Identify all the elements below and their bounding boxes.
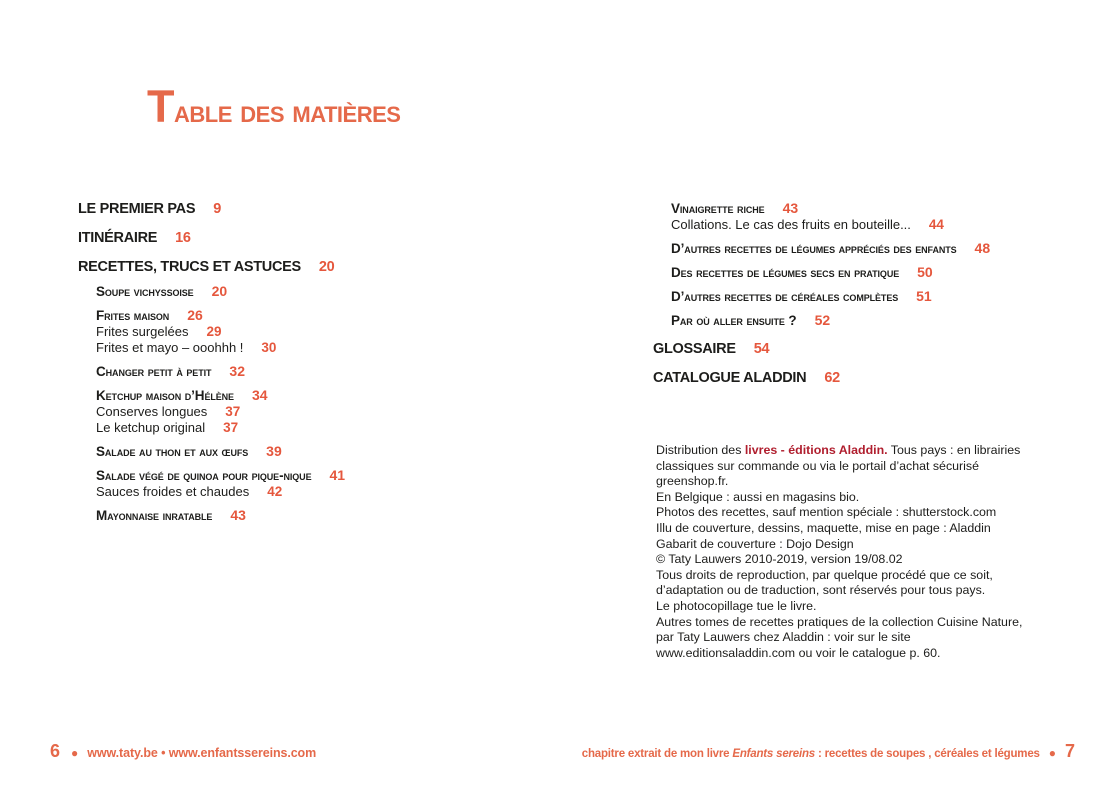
toc-entry: Soupe vichyssoise 20 (96, 283, 638, 300)
toc-entry-page: 37 (225, 404, 241, 419)
colophon-distribution: Distribution des livres - éditions Aladd… (656, 443, 1041, 490)
toc-entry-page: 43 (782, 200, 799, 216)
toc-entry: Des recettes de légumes secs en pratique… (671, 264, 1093, 281)
footer-caption-prefix: chapitre extrait de mon livre (581, 748, 733, 760)
footer-caption: chapitre extrait de mon livre Enfants se… (582, 748, 1040, 760)
toc-entry: D’autres recettes de céréales complètes 5… (671, 288, 1093, 305)
toc-entry-label: Changer petit à petit (96, 364, 212, 379)
toc-entry-label: LE PREMIER PAS (78, 201, 196, 217)
toc-entry-label: Soupe vichyssoise (96, 284, 194, 299)
page-marker-dot-icon: ● (1048, 746, 1056, 760)
toc-entry-label: Frites et mayo – ooohhh ! (96, 340, 244, 355)
toc-entry: CATALOGUE ALADDIN 62 (653, 369, 1093, 387)
toc-entry-page: 42 (267, 484, 283, 499)
footer-websites: www.taty.be • www.enfantssereins.com (87, 746, 317, 760)
toc-entry-label: Frites surgelées (96, 324, 189, 339)
footer-left: 6 ● www.taty.be • www.enfantssereins.com (50, 741, 316, 762)
toc-entry-page: 39 (266, 443, 282, 459)
toc-entry-page: 37 (223, 420, 239, 435)
toc-entry-page: 44 (928, 217, 944, 232)
toc-column-right: Vinaigrette riche 43 Collations. Le cas d… (653, 200, 1093, 387)
toc-entry: Changer petit à petit 32 (96, 363, 638, 380)
colophon-distribution-prefix: Distribution des (656, 443, 745, 457)
toc-entry-label: ITINÉRAIRE (78, 230, 158, 246)
toc-entry-label: Ketchup maison d’Hélène (96, 388, 234, 403)
toc-entry: LE PREMIER PAS 9 (78, 200, 638, 218)
colophon-line: Tous droits de reproduction, par quelque… (656, 567, 993, 598)
page-title: Table des matières (147, 81, 401, 132)
toc-entry: Vinaigrette riche 43 (671, 200, 1093, 217)
colophon-line: Illu de couverture, dessins, maquette, m… (656, 520, 991, 535)
toc-entry-label: Sauces froides et chaudes (96, 484, 250, 499)
toc-entry-label: RECETTES, TRUCS ET ASTUCES (78, 259, 301, 275)
toc-entry-label: Salade végé de quinoa pour pique-nique (96, 468, 312, 483)
colophon-line: En Belgique : aussi en magasins bio. (656, 489, 860, 504)
toc-entry: Frites surgelées 29 (96, 324, 638, 340)
book-title: Enfants sereins (732, 748, 816, 760)
toc-entry-page: 30 (261, 340, 277, 355)
colophon-line: Photos des recettes, sauf mention spécia… (656, 505, 997, 520)
page-marker-dot-icon: ● (71, 746, 79, 760)
toc-entry-page: 16 (175, 230, 191, 246)
toc-entry: D’autres recettes de légumes appréciés d… (671, 240, 1093, 257)
colophon-line: Gabarit de couverture : Dojo Design (656, 536, 854, 551)
toc-entry: RECETTES, TRUCS ET ASTUCES 20 (78, 258, 638, 276)
toc-entry: Salade au thon et aux œufs 39 (96, 443, 638, 460)
toc-entry-page: 20 (211, 283, 228, 299)
toc-entry-label: CATALOGUE ALADDIN (653, 370, 807, 386)
toc-entry-page: 29 (206, 324, 222, 339)
colophon-line: © Taty Lauwers 2010-2019, version 19/08.… (656, 552, 903, 567)
footer-caption-suffix: : recettes de soupes , céréales et légum… (815, 748, 1040, 760)
toc-entry: Collations. Le cas des fruits en bouteil… (671, 217, 1093, 233)
colophon-line: Le photocopillage tue le livre. (656, 598, 817, 613)
toc-entry-page: 32 (229, 363, 245, 379)
toc-entry-label: D’autres recettes de céréales complètes (671, 289, 899, 304)
toc-entry-label: Frites maison (96, 308, 170, 323)
toc-entry-label: D’autres recettes de légumes appréciés d… (671, 241, 957, 256)
toc-entry: Le ketchup original 37 (96, 420, 638, 436)
toc-column-left: LE PREMIER PAS 9 ITINÉRAIRE 16 RECETTES, T… (78, 200, 638, 524)
toc-entry-page: 51 (916, 288, 932, 304)
toc-entry-label: Des recettes de légumes secs en pratique (671, 265, 900, 280)
toc-entry-page: 48 (974, 240, 991, 256)
toc-entry-label: Vinaigrette riche (671, 201, 765, 216)
toc-entry-page: 54 (753, 341, 770, 357)
toc-entry-label: Le ketchup original (96, 420, 206, 435)
toc-entry: Par où aller ensuite ? 52 (671, 312, 1093, 329)
toc-entry-page: 62 (824, 370, 840, 386)
toc-entry-label: Par où aller ensuite ? (671, 313, 797, 328)
toc-entry-label: Collations. Le cas des fruits en bouteil… (671, 217, 911, 232)
toc-entry: Frites maison 26 (96, 307, 638, 324)
toc-entry: Sauces froides et chaudes 42 (96, 484, 638, 500)
toc-entry: ITINÉRAIRE 16 (78, 229, 638, 247)
colophon-block: Distribution des livres - éditions Aladd… (656, 443, 1041, 661)
toc-entry-label: Conserves longues (96, 404, 208, 419)
footer-right: chapitre extrait de mon livre Enfants se… (582, 741, 1075, 762)
toc-entry-label: GLOSSAIRE (653, 341, 736, 357)
toc-entry-page: 9 (213, 201, 221, 217)
page-number-right: 7 (1064, 741, 1075, 761)
toc-entry-page: 50 (917, 264, 933, 280)
toc-entry-label: Salade au thon et aux œufs (96, 444, 249, 459)
toc-entry-label: Mayonnaise inratable (96, 508, 213, 523)
toc-entry-page: 43 (230, 507, 246, 523)
toc-entry-page: 26 (187, 307, 203, 323)
toc-entry: GLOSSAIRE 54 (653, 340, 1093, 358)
toc-entry: Conserves longues 37 (96, 404, 638, 420)
colophon-distribution-suffix: Tous pays : en librairies classiques sur… (656, 443, 1021, 489)
toc-entry: Mayonnaise inratable 43 (96, 507, 638, 524)
toc-entry: Salade végé de quinoa pour pique-nique 41 (96, 467, 638, 484)
toc-entry-page: 41 (329, 467, 346, 483)
colophon-line: Autres tomes de recettes pratiques de la… (656, 614, 1023, 660)
toc-entry: Frites et mayo – ooohhh ! 30 (96, 340, 638, 356)
publisher-brand-text: livres - éditions Aladdin. (744, 443, 888, 457)
toc-entry-page: 20 (318, 259, 335, 275)
toc-entry-page: 52 (814, 312, 831, 328)
page-number-left: 6 (50, 741, 61, 761)
toc-entry-page: 34 (251, 387, 268, 403)
toc-entry: Ketchup maison d’Hélène 34 (96, 387, 638, 404)
